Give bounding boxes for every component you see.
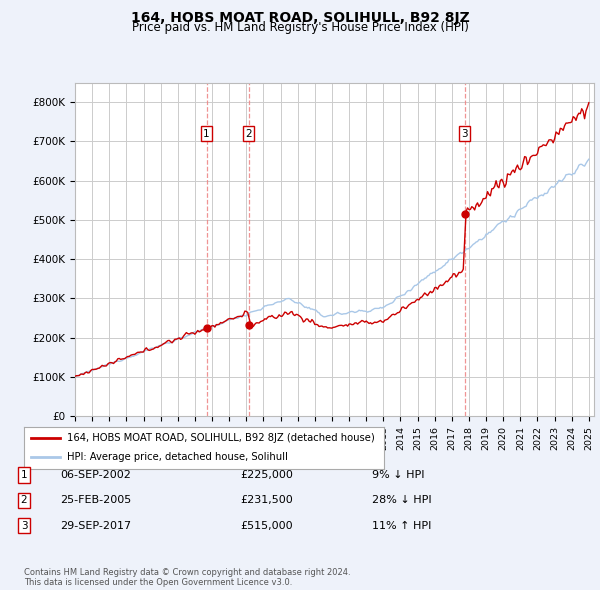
Text: £231,500: £231,500: [240, 496, 293, 505]
Text: £515,000: £515,000: [240, 521, 293, 530]
Text: 3: 3: [20, 521, 28, 530]
Text: 28% ↓ HPI: 28% ↓ HPI: [372, 496, 431, 505]
Text: 3: 3: [461, 129, 468, 139]
Text: £225,000: £225,000: [240, 470, 293, 480]
Text: 1: 1: [203, 129, 210, 139]
Text: Price paid vs. HM Land Registry's House Price Index (HPI): Price paid vs. HM Land Registry's House …: [131, 21, 469, 34]
Text: 164, HOBS MOAT ROAD, SOLIHULL, B92 8JZ (detached house): 164, HOBS MOAT ROAD, SOLIHULL, B92 8JZ (…: [67, 434, 375, 444]
Text: 25-FEB-2005: 25-FEB-2005: [60, 496, 131, 505]
Text: 2: 2: [20, 496, 28, 505]
Text: 1: 1: [20, 470, 28, 480]
Text: 164, HOBS MOAT ROAD, SOLIHULL, B92 8JZ: 164, HOBS MOAT ROAD, SOLIHULL, B92 8JZ: [131, 11, 469, 25]
Text: HPI: Average price, detached house, Solihull: HPI: Average price, detached house, Soli…: [67, 452, 288, 462]
Text: 9% ↓ HPI: 9% ↓ HPI: [372, 470, 425, 480]
Text: 29-SEP-2017: 29-SEP-2017: [60, 521, 131, 530]
Text: Contains HM Land Registry data © Crown copyright and database right 2024.
This d: Contains HM Land Registry data © Crown c…: [24, 568, 350, 587]
Text: 06-SEP-2002: 06-SEP-2002: [60, 470, 131, 480]
Text: 2: 2: [245, 129, 252, 139]
Text: 11% ↑ HPI: 11% ↑ HPI: [372, 521, 431, 530]
